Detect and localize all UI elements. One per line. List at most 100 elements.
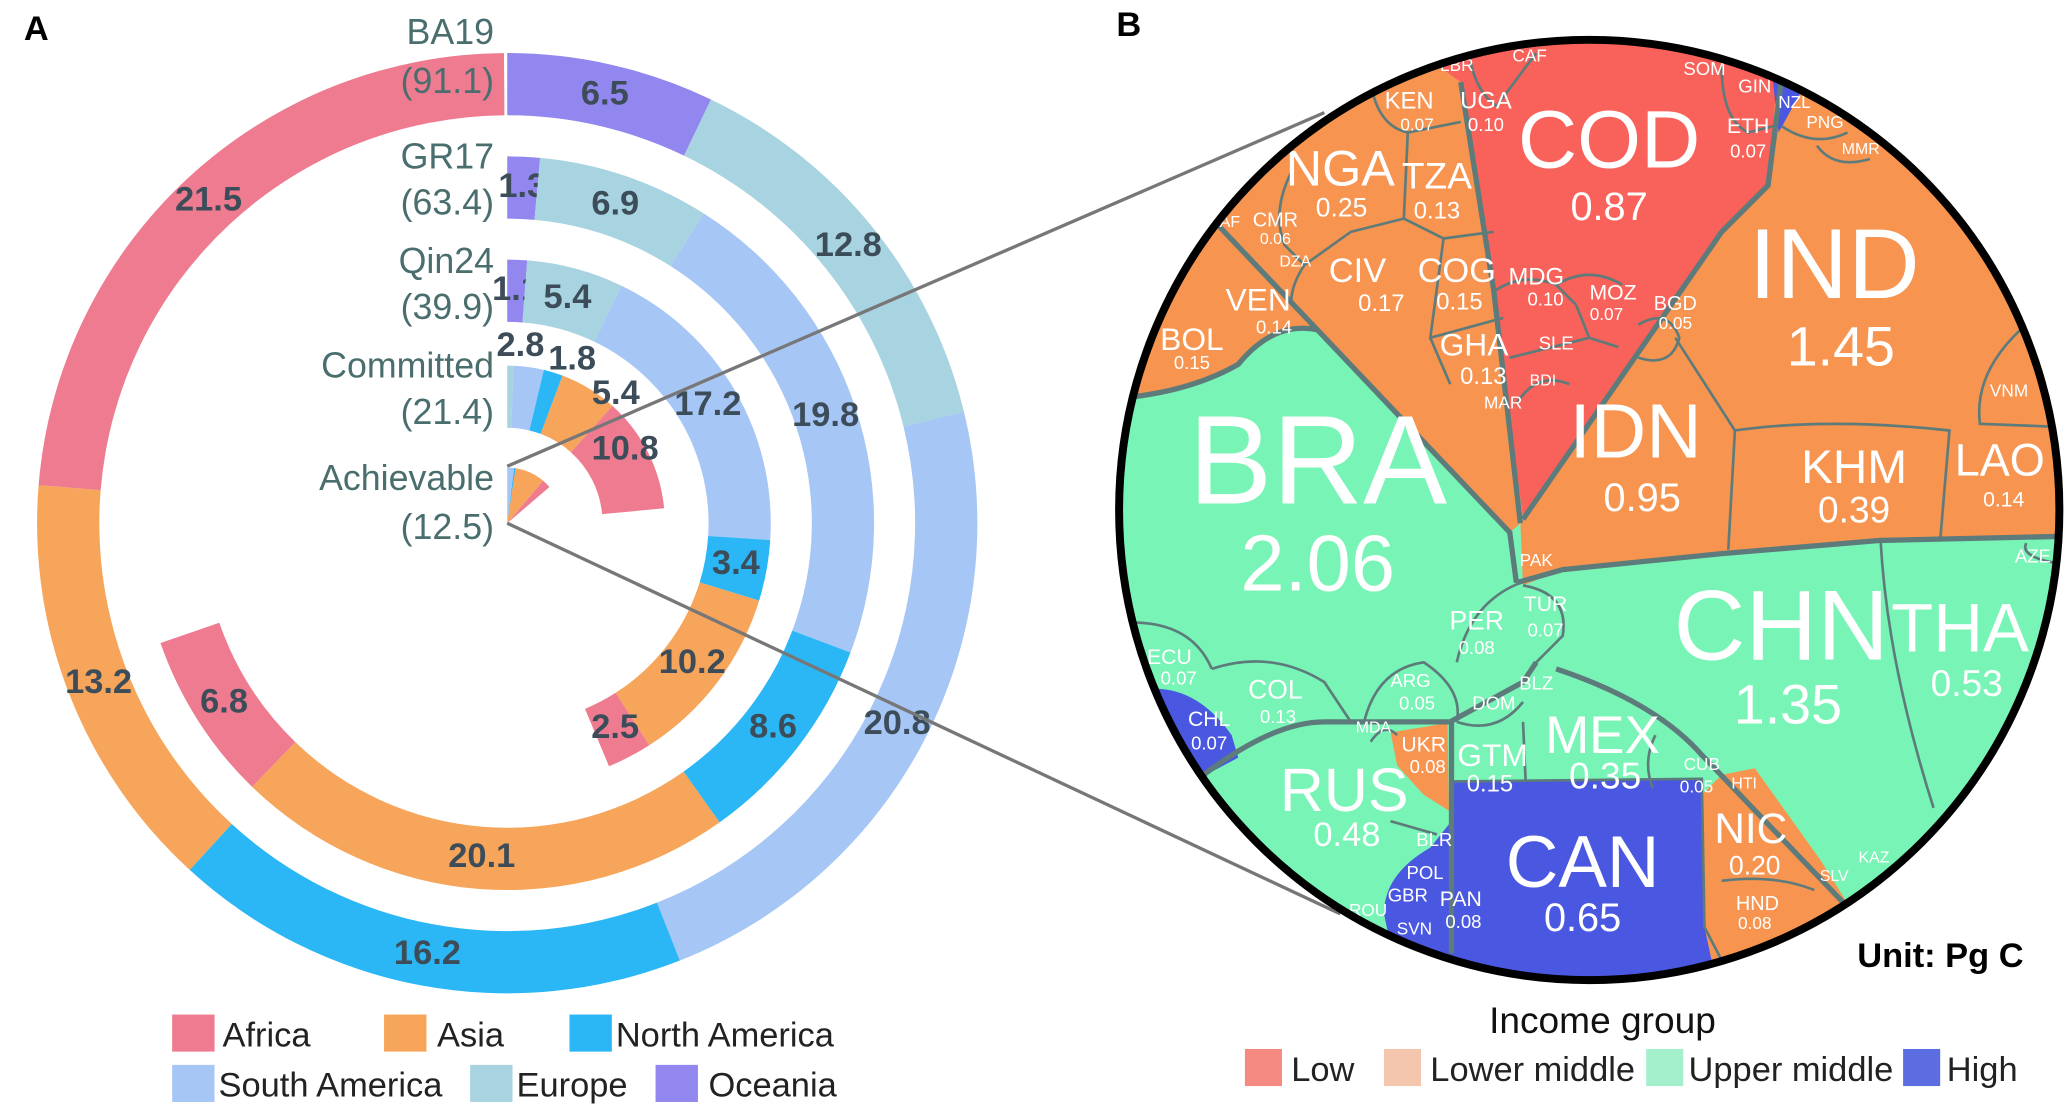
ring-segment-qin24-europe	[522, 260, 622, 342]
cell-code-pol: POL	[1406, 862, 1443, 883]
segment-value-label: 8.6	[749, 707, 797, 745]
ring-segment-qin24-south-america	[594, 285, 771, 541]
cell-value-cmr: 0.06	[1260, 231, 1291, 248]
cell-value-nic: 0.20	[1729, 851, 1781, 881]
cell-code-sle: SLE	[1539, 332, 1574, 353]
ring-segment-ba19-africa	[38, 53, 505, 491]
cell-value-can: 0.65	[1544, 896, 1621, 940]
cell-code-cmr: CMR	[1253, 209, 1298, 231]
cell-code-cog: COG	[1418, 252, 1496, 290]
cell-code-can: CAN	[1506, 822, 1660, 903]
cell-code-vnm: VNM	[1990, 381, 2028, 401]
ring-total-label: (21.4)	[401, 392, 494, 432]
cell-value-ecu: 0.07	[1161, 667, 1197, 688]
ring-segment-achievable-africa	[507, 480, 550, 524]
cell-value-khm: 0.39	[1818, 488, 1890, 530]
cell-value-tza: 0.13	[1414, 197, 1460, 224]
legend-swatch-africa	[172, 1014, 215, 1052]
ring-segment-ba19-europe	[684, 99, 964, 427]
ring-labels: BA19 (91.1) GR17 (63.4) Qin24 (39.9) Committed…	[319, 12, 494, 547]
ring-segment-qin24-north-america	[699, 536, 771, 601]
legend-label: Europe	[517, 1067, 628, 1105]
cell-code-dom: DOM	[1472, 693, 1515, 714]
legend-label: Oceania	[709, 1067, 838, 1105]
segment-value-label: 21.5	[175, 181, 242, 219]
ring-segment-qin24-africa	[584, 692, 650, 767]
segment-value-label: 12.8	[815, 226, 882, 264]
ring-segment-achievable-south-america	[507, 467, 515, 524]
voronoi-treemap: COD0.87IND1.45BRA2.06IDN0.95CHN1.35THA0.…	[1119, 39, 2060, 981]
cell-value-rus: 0.48	[1313, 816, 1380, 854]
cell-value-ken: 0.07	[1400, 114, 1433, 134]
panel-b-label: B	[1116, 6, 1141, 44]
ring-segment-gr17-oceania	[507, 156, 541, 220]
legend-label: Asia	[437, 1016, 505, 1054]
cell-value-chn: 1.35	[1734, 673, 1842, 735]
segment-value-label: 6.9	[591, 184, 639, 222]
ring-segment-committed-africa	[570, 405, 665, 515]
segment-value-label: 20.1	[448, 837, 515, 875]
cell-code-nzl: NZL	[1778, 92, 1811, 112]
ring-total-label: (63.4)	[401, 183, 494, 223]
ring-segment-ba19-asia	[37, 485, 232, 870]
treemap-outline	[1115, 35, 2064, 985]
cell-value-tur: 0.07	[1527, 620, 1563, 641]
ring-total-label: (91.1)	[401, 61, 494, 101]
ring-name-label: Committed	[321, 346, 494, 386]
cell-code-hti: HTI	[1731, 775, 1757, 792]
cell-code-ind: IND	[1749, 209, 1920, 320]
legend-swatch-europe	[470, 1064, 513, 1102]
cell-code-chn: CHN	[1674, 570, 1889, 681]
cell-code-arg: ARG	[1390, 670, 1430, 691]
cell-value-bra: 2.06	[1240, 519, 1395, 608]
ring-segment-qin24-oceania	[507, 259, 528, 323]
region-ukr	[1390, 723, 1449, 811]
ring-segment-committed-north-america	[529, 369, 563, 434]
cell-code-mdg: MDG	[1508, 263, 1564, 290]
cell-code-tha: THA	[1891, 589, 2029, 666]
cell-code-col: COL	[1248, 674, 1302, 704]
panel-a-label: A	[24, 10, 49, 48]
legend-swatch-asia	[384, 1014, 427, 1052]
cell-code-cod: COD	[1518, 94, 1700, 185]
income-swatch-upper-middle	[1646, 1048, 1684, 1087]
segment-value-label: 10.8	[592, 429, 659, 467]
segment-value-label: 19.8	[792, 396, 859, 434]
cell-value-arg: 0.05	[1399, 693, 1435, 714]
cell-value-ukr: 0.08	[1410, 756, 1446, 777]
ring-segment-ba19-oceania	[507, 53, 712, 156]
cell-code-som: SOM	[1683, 58, 1725, 79]
region-legend: Africa Asia North America South America Euro…	[172, 1014, 838, 1105]
ring-segment-gr17-north-america	[683, 630, 851, 823]
cell-code-gin: GIN	[1738, 75, 1771, 96]
legend-swatch-oceania	[655, 1064, 698, 1102]
segment-value-label: 6.8	[200, 683, 248, 721]
legend-label: South America	[219, 1067, 444, 1105]
cell-code-uga: UGA	[1460, 87, 1512, 114]
segment-value-label: 10.2	[659, 643, 726, 681]
segment-value-label: 5.4	[592, 374, 640, 412]
ring-segment-ba19-south-america	[656, 411, 978, 961]
cell-value-civ: 0.17	[1358, 290, 1404, 317]
segment-value-label: 2.5	[591, 708, 639, 746]
unit-label: Unit: Pg C	[1857, 937, 2023, 975]
cell-code-dza: DZA	[1279, 254, 1311, 271]
income-legend: Low Lower middle Upper middle High	[1244, 1048, 2018, 1089]
cell-code-nic: NIC	[1714, 805, 1787, 852]
cell-value-gha: 0.13	[1460, 363, 1506, 390]
cell-code-bdi: BDI	[1530, 373, 1556, 390]
region-africa-orange	[1211, 64, 1521, 533]
cell-code-mex: MEX	[1545, 706, 1660, 765]
cell-code-khm: KHM	[1801, 441, 1907, 494]
ring-segment-committed-asia	[540, 375, 613, 453]
ring-name-label: Achievable	[319, 458, 494, 498]
zoom-connector-top	[506, 111, 1326, 468]
ring-total-label: (12.5)	[401, 507, 494, 547]
ring-segment-gr17-south-america	[670, 213, 875, 653]
ring-segment-achievable-asia	[507, 468, 544, 524]
segment-value-label: 1.8	[548, 339, 596, 377]
cell-code-blr: BLR	[1416, 829, 1452, 850]
segment-value-label: 16.2	[394, 934, 461, 972]
cell-value-nga: 0.25	[1316, 192, 1368, 222]
cell-value-per: 0.08	[1459, 637, 1495, 658]
